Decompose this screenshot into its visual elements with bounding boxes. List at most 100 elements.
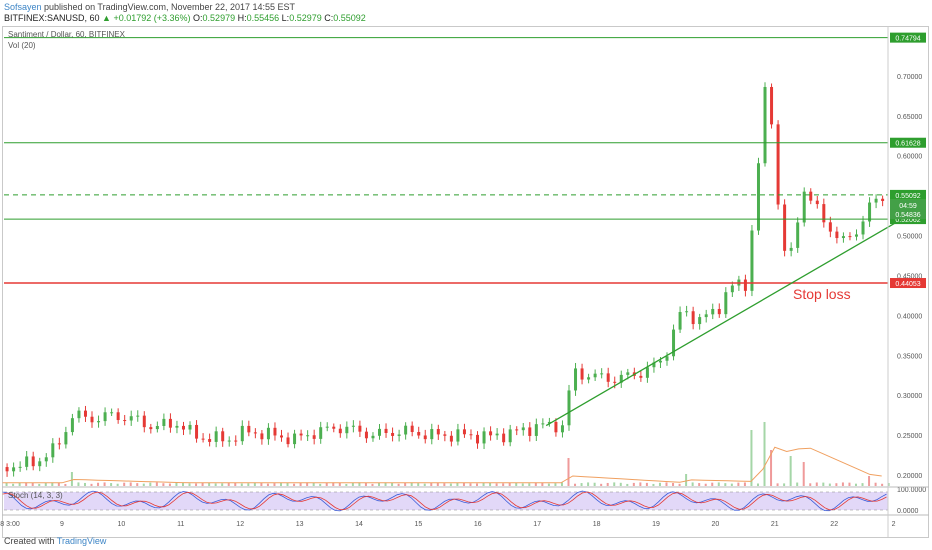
x-tick-label: 2 bbox=[892, 521, 896, 528]
volume-bar bbox=[685, 474, 688, 486]
stoch-pane-title: Stoch (14, 3, 3) bbox=[8, 491, 63, 500]
candle-body bbox=[724, 292, 728, 315]
candle-body bbox=[155, 425, 159, 430]
volume-bar bbox=[234, 482, 237, 486]
tradingview-logo-text[interactable]: TradingView bbox=[56, 536, 107, 546]
candle-body bbox=[417, 431, 421, 436]
candle-body bbox=[149, 427, 153, 430]
candle-body bbox=[332, 426, 336, 429]
volume-bar bbox=[841, 482, 844, 486]
volume-bar bbox=[214, 483, 217, 486]
volume-bar bbox=[776, 483, 779, 486]
candle-body bbox=[534, 424, 538, 436]
candle-body bbox=[502, 433, 506, 443]
candle-body bbox=[848, 236, 852, 238]
volume-bar bbox=[64, 483, 67, 486]
volume-bar bbox=[502, 483, 505, 486]
level-badge-label: 0.55092 bbox=[895, 193, 920, 200]
candle-body bbox=[70, 418, 74, 433]
stoch-lower-label: 0.0000 bbox=[897, 508, 919, 515]
y-tick-label: 0.65000 bbox=[897, 114, 922, 121]
volume-bar bbox=[868, 476, 871, 486]
candle-body bbox=[495, 433, 499, 436]
volume-bar bbox=[672, 482, 675, 486]
y-tick-label: 0.45000 bbox=[897, 273, 922, 280]
volume-bar bbox=[482, 482, 485, 486]
candle-body bbox=[325, 426, 329, 428]
volume-bar bbox=[162, 483, 165, 486]
volume-bar bbox=[364, 482, 367, 486]
x-tick-label: 22 bbox=[830, 521, 838, 528]
volume-bar bbox=[221, 483, 224, 486]
volume-bar bbox=[345, 483, 348, 486]
volume-bar bbox=[273, 483, 276, 486]
candle-body bbox=[560, 425, 564, 433]
volume-bar bbox=[149, 482, 152, 486]
volume-bar bbox=[763, 422, 766, 486]
candle-body bbox=[541, 423, 545, 425]
volume-bar bbox=[756, 483, 759, 486]
high-label: H: bbox=[237, 13, 247, 23]
candle-body bbox=[25, 456, 29, 467]
level-badge-label: 0.74794 bbox=[895, 36, 920, 43]
candle-body bbox=[698, 317, 702, 325]
volume-bar bbox=[391, 483, 394, 486]
volume-bar bbox=[397, 483, 400, 486]
candle-body bbox=[38, 461, 42, 467]
volume-bar bbox=[704, 483, 707, 486]
volume-bar bbox=[103, 482, 106, 486]
stoch-d-line bbox=[2, 491, 887, 511]
candle-body bbox=[672, 329, 676, 357]
volume-bar bbox=[711, 482, 714, 486]
volume-bar bbox=[83, 482, 86, 486]
volume-bar bbox=[38, 483, 41, 486]
volume-bar bbox=[208, 482, 211, 486]
candle-body bbox=[456, 429, 460, 442]
volume-bar bbox=[384, 482, 387, 486]
volume-bar bbox=[279, 482, 282, 486]
y-tick-label: 0.25000 bbox=[897, 433, 922, 440]
candle-body bbox=[306, 435, 310, 437]
y-tick-label: 0.50000 bbox=[897, 234, 922, 241]
volume-bar bbox=[600, 483, 603, 486]
candle-body bbox=[678, 312, 682, 330]
level-badge-label: 0.52062 bbox=[895, 217, 920, 224]
volume-bar bbox=[201, 482, 204, 486]
x-tick-label: 17 bbox=[533, 521, 541, 528]
volume-bar bbox=[476, 483, 479, 486]
x-tick-label: 21 bbox=[771, 521, 779, 528]
candle-body bbox=[750, 230, 754, 291]
volume-bar bbox=[338, 482, 341, 486]
candle-body bbox=[293, 433, 297, 445]
volume-bar bbox=[822, 482, 825, 486]
level-badge-label: 0.44053 bbox=[895, 281, 920, 288]
candle-body bbox=[208, 439, 212, 442]
volume-bar bbox=[18, 482, 21, 486]
volume-bar bbox=[652, 483, 655, 486]
volume-bar bbox=[691, 482, 694, 486]
volume-bar bbox=[462, 482, 465, 486]
volume-bar bbox=[619, 482, 622, 486]
candle-body bbox=[521, 427, 525, 431]
volume-bar bbox=[828, 483, 831, 486]
candle-body bbox=[188, 424, 192, 430]
change-value: ▲ +0.01792 (+3.36%) bbox=[102, 13, 191, 23]
volume-bar bbox=[423, 483, 426, 486]
volume-bar bbox=[378, 482, 381, 486]
candle-body bbox=[815, 200, 819, 205]
volume-bar bbox=[606, 482, 609, 486]
price-badge bbox=[890, 209, 926, 220]
candle-body bbox=[129, 416, 133, 421]
x-tick-label: 20 bbox=[712, 521, 720, 528]
volume-bar bbox=[260, 482, 263, 486]
volume-bar bbox=[626, 483, 629, 486]
volume-bar bbox=[848, 482, 851, 486]
volume-bar bbox=[541, 482, 544, 486]
volume-bar bbox=[110, 483, 113, 486]
author-link[interactable]: Sofsayen bbox=[4, 2, 42, 12]
candle-body bbox=[508, 429, 512, 443]
candle-body bbox=[430, 429, 434, 440]
candle-body bbox=[123, 420, 127, 422]
x-tick-label: 18 bbox=[593, 521, 601, 528]
